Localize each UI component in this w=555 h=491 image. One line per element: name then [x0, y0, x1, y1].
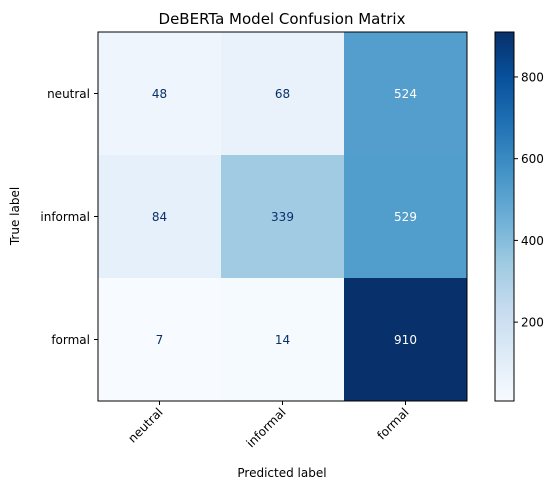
heatmap-cell [221, 278, 345, 402]
x-axis-ticks: neutral informal formal [125, 401, 412, 450]
heatmap-cell [221, 32, 345, 156]
cell-value-label: 339 [271, 210, 294, 224]
cell-value-label: 48 [152, 87, 167, 101]
heatmap-cell [221, 155, 345, 279]
heatmap-cell [344, 155, 468, 279]
heatmap-cell [344, 278, 468, 402]
heatmap-cells [98, 32, 468, 402]
colorbar-tick-label: 400 [521, 234, 544, 248]
cell-value-label: 68 [275, 87, 290, 101]
heatmap-cell [98, 32, 222, 156]
colorbar-ticks: 200 400 600 800 [514, 70, 544, 330]
heatmap-cell-labels: 48 68 524 84 339 529 7 14 910 [152, 87, 417, 347]
heatmap-cell [98, 155, 222, 279]
cell-value-label: 529 [394, 210, 417, 224]
chart-title: DeBERTa Model Confusion Matrix [159, 10, 406, 28]
cell-value-label: 910 [394, 333, 417, 347]
y-axis-ticks: neutral informal formal [40, 87, 98, 347]
x-axis-label: Predicted label [237, 466, 326, 480]
y-axis-label: True label [8, 187, 22, 246]
heatmap-cell [98, 278, 222, 402]
y-tick-label: neutral [47, 87, 90, 101]
colorbar-tick-label: 800 [521, 70, 544, 84]
y-tick-label: informal [40, 210, 90, 224]
cell-value-label: 7 [156, 333, 164, 347]
cell-value-label: 524 [394, 87, 417, 101]
colorbar-tick-label: 600 [521, 152, 544, 166]
colorbar-tick-label: 200 [521, 316, 544, 330]
cell-value-label: 84 [152, 210, 167, 224]
x-tick-label: neutral [125, 405, 165, 445]
colorbar [494, 31, 515, 402]
cell-value-label: 14 [275, 333, 290, 347]
x-tick-label: informal [244, 405, 289, 450]
y-tick-label: formal [51, 333, 90, 347]
heatmap-cell [344, 32, 468, 156]
x-tick-label: formal [374, 405, 411, 442]
